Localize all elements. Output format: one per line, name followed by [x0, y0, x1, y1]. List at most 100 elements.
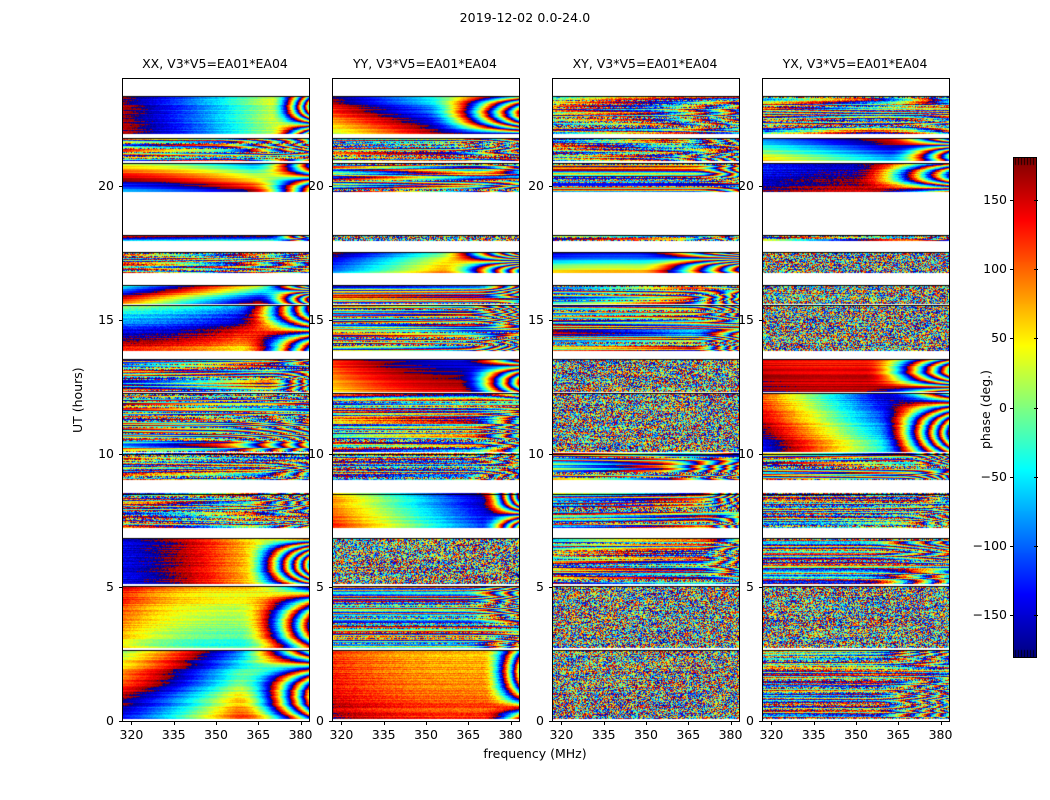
y-tick-label: 10 — [98, 445, 114, 461]
x-tick-label: 320 — [329, 727, 354, 742]
y-tick — [329, 453, 333, 455]
y-tick — [549, 319, 553, 321]
x-axis-label: frequency (MHz) — [483, 746, 587, 761]
x-tick-label: 335 — [161, 727, 186, 742]
colorbar-tick — [1010, 615, 1014, 617]
y-tick — [329, 319, 333, 321]
x-tick — [300, 721, 302, 725]
x-tick — [561, 721, 563, 725]
y-tick — [759, 453, 763, 455]
colorbar-tick-label: −100 — [972, 538, 1007, 554]
colorbar-tick — [1010, 268, 1014, 270]
y-tick-label: 0 — [106, 713, 114, 728]
x-tick-label: 350 — [844, 727, 868, 742]
colorbar-tick — [1034, 268, 1038, 270]
y-tick-label: 20 — [308, 178, 324, 193]
colorbar-tick — [1010, 338, 1014, 340]
x-tick-label: 365 — [456, 727, 481, 742]
y-tick-label: 10 — [528, 445, 544, 461]
heatmap-panel-yx[interactable] — [762, 78, 950, 722]
x-tick — [131, 721, 133, 725]
colorbar-tick — [1010, 407, 1014, 409]
colorbar-tick-label: 150 — [983, 191, 1007, 207]
y-tick — [549, 721, 553, 722]
phase-image-xy — [553, 79, 739, 721]
x-tick — [646, 721, 647, 725]
y-tick — [759, 186, 763, 187]
x-tick-label: 335 — [801, 727, 826, 742]
y-tick — [329, 186, 333, 187]
y-tick — [119, 721, 123, 722]
x-tick — [383, 721, 385, 725]
y-tick-label: 10 — [738, 445, 754, 461]
x-tick-label: 320 — [119, 727, 144, 742]
colorbar-tick-label: −50 — [980, 468, 1007, 484]
heatmap-panel-xy[interactable] — [552, 78, 740, 722]
y-axis-label: UT (hours) — [70, 367, 85, 433]
y-tick-label: 10 — [308, 445, 324, 461]
x-tick-label: 350 — [414, 727, 438, 742]
heatmap-panel-yy[interactable] — [332, 78, 520, 722]
x-tick — [426, 721, 427, 725]
x-tick — [341, 721, 343, 725]
colorbar-tick — [1034, 476, 1038, 478]
y-tick-label: 5 — [536, 579, 544, 595]
x-tick — [813, 721, 815, 725]
x-tick-label: 335 — [371, 727, 396, 742]
y-tick-label: 5 — [746, 579, 754, 595]
x-tick-label: 350 — [634, 727, 658, 742]
y-tick-label: 15 — [738, 311, 754, 327]
figure-suptitle: 2019-12-02 0.0-24.0 — [459, 10, 591, 25]
panel-title-xy: XY, V3*V5=EA01*EA04 — [572, 56, 718, 71]
y-tick — [549, 587, 553, 589]
y-tick-label: 15 — [98, 311, 114, 327]
y-tick — [759, 319, 763, 321]
x-tick — [898, 721, 900, 725]
y-tick-label: 20 — [738, 178, 754, 193]
y-tick — [119, 587, 123, 589]
y-tick — [759, 721, 763, 722]
y-tick — [329, 721, 333, 722]
y-tick — [329, 587, 333, 589]
phase-image-xx — [123, 79, 309, 721]
x-tick — [173, 721, 175, 725]
colorbar-label: phase (deg.) — [978, 369, 993, 449]
x-tick-label: 365 — [886, 727, 911, 742]
x-tick — [856, 721, 857, 725]
colorbar-tick — [1034, 407, 1038, 409]
x-tick-label: 320 — [549, 727, 574, 742]
x-tick-label: 380 — [718, 727, 743, 742]
panel-title-yy: YY, V3*V5=EA01*EA04 — [353, 56, 497, 71]
colorbar-gradient — [1014, 158, 1036, 657]
x-tick — [510, 721, 512, 725]
x-tick — [258, 721, 260, 725]
x-tick-label: 365 — [676, 727, 701, 742]
colorbar-tick — [1034, 546, 1038, 548]
x-tick-label: 380 — [288, 727, 313, 742]
y-tick — [549, 453, 553, 455]
panel-title-xx: XX, V3*V5=EA01*EA04 — [142, 56, 288, 71]
colorbar-tick-label: −150 — [972, 607, 1007, 623]
y-tick-label: 5 — [106, 579, 114, 595]
x-tick — [468, 721, 470, 725]
colorbar-tick — [1010, 546, 1014, 548]
x-tick — [771, 721, 773, 725]
heatmap-panel-xx[interactable] — [122, 78, 310, 722]
y-tick-label: 0 — [746, 713, 754, 728]
colorbar-tick — [1034, 615, 1038, 617]
colorbar-tick — [1034, 199, 1038, 201]
phase-image-yx — [763, 79, 949, 721]
y-tick-label: 0 — [536, 713, 544, 728]
y-tick-label: 15 — [528, 311, 544, 327]
y-tick — [119, 453, 123, 455]
y-tick-label: 15 — [308, 311, 324, 327]
x-tick — [688, 721, 690, 725]
panel-title-yx: YX, V3*V5=EA01*EA04 — [782, 56, 928, 71]
y-tick — [119, 319, 123, 321]
x-tick — [940, 721, 942, 725]
colorbar-tick-label: 50 — [991, 330, 1007, 346]
x-tick-label: 365 — [246, 727, 271, 742]
x-tick — [603, 721, 605, 725]
x-tick — [216, 721, 217, 725]
colorbar-tick-label: 0 — [999, 399, 1007, 415]
